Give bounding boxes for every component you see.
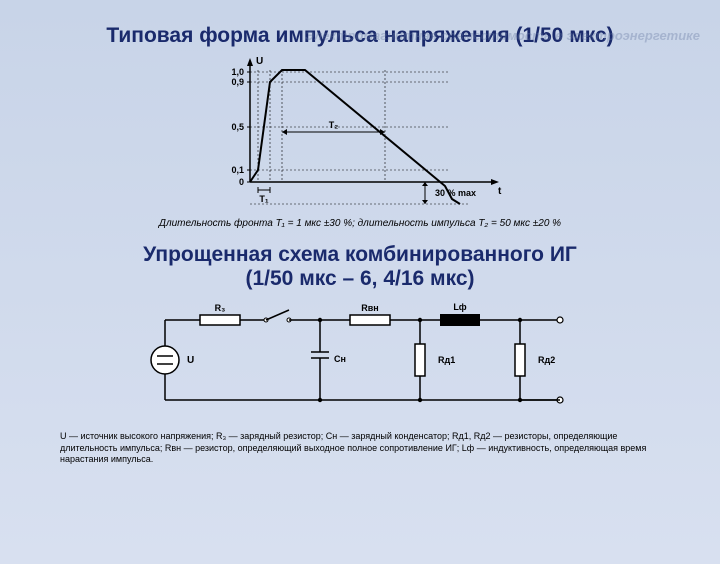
svg-text:1,0: 1,0 <box>231 67 244 77</box>
circuit-diagram: U R₃ Cн Rвн Rд1 Lф Rд2 <box>0 295 720 425</box>
watermark: Электромагнитная совместимость в электро… <box>305 28 700 43</box>
svg-text:Cн: Cн <box>334 354 346 364</box>
svg-text:U: U <box>187 355 194 366</box>
svg-text:0: 0 <box>239 177 244 187</box>
svg-text:0,1: 0,1 <box>231 165 244 175</box>
svg-text:0,5: 0,5 <box>231 122 244 132</box>
svg-text:Rвн: Rвн <box>361 303 378 313</box>
svg-text:30 % max: 30 % max <box>435 188 476 198</box>
svg-text:U: U <box>256 56 263 67</box>
title-circuit: Упрощенная схема комбинированного ИГ (1/… <box>0 243 720 291</box>
waveform-caption: Длительность фронта T₁ = 1 мкс ±30 %; дл… <box>0 218 720 229</box>
svg-text:0,9: 0,9 <box>231 77 244 87</box>
circuit-caption: U — источник высокого напряжения; R₃ — з… <box>60 431 660 466</box>
svg-text:R₃: R₃ <box>215 303 226 313</box>
svg-text:Lф: Lф <box>453 302 466 312</box>
svg-text:Rд1: Rд1 <box>438 355 455 365</box>
svg-text:T₂: T₂ <box>329 120 339 130</box>
waveform-chart: Ut 0 0,1 0,5 0,91,0 T₁ T₂ 30 % max <box>0 52 720 212</box>
svg-text:Rд2: Rд2 <box>538 355 555 365</box>
svg-text:T₁: T₁ <box>259 194 268 204</box>
title-circuit-l1: Упрощенная схема комбинированного ИГ <box>143 243 577 266</box>
title-circuit-l2: (1/50 мкс – 6, 4/16 мкс) <box>246 267 475 290</box>
svg-text:t: t <box>498 186 502 197</box>
